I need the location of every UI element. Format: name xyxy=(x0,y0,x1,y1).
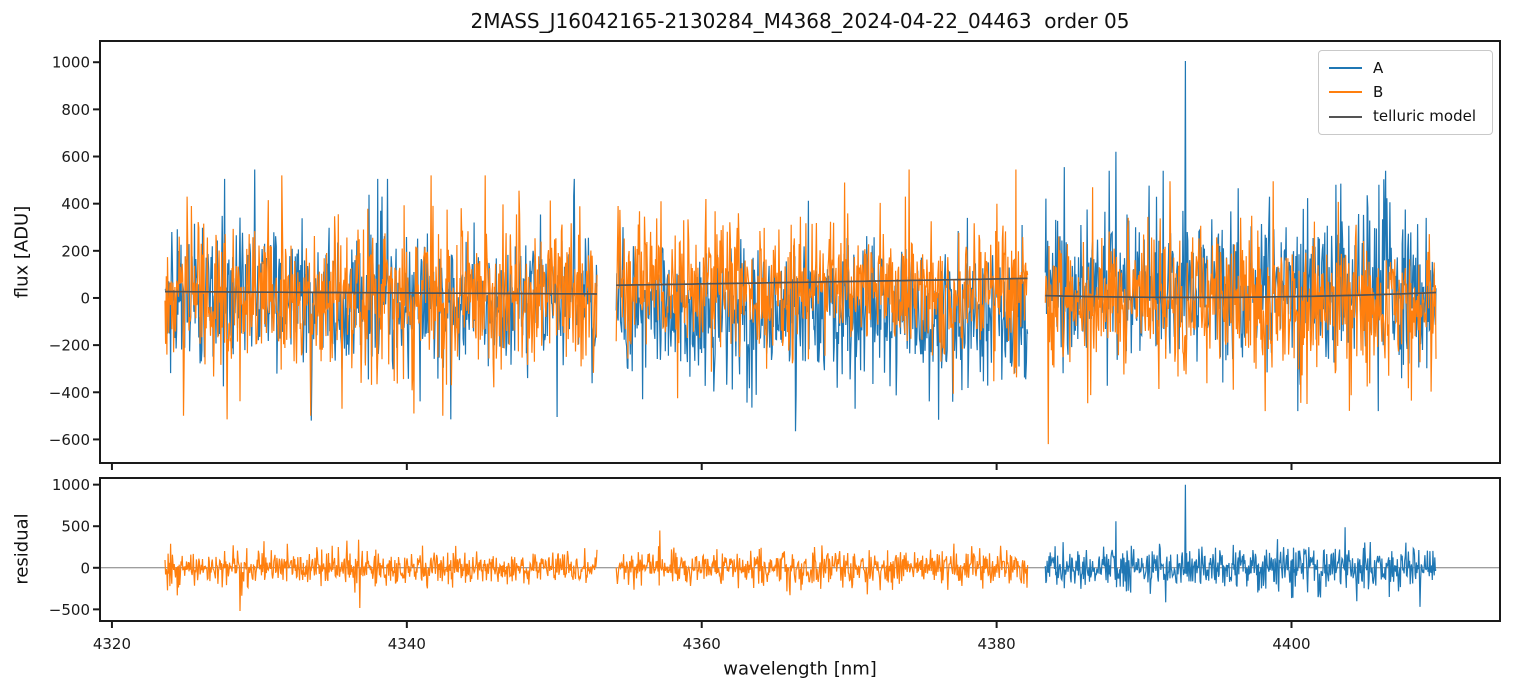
x-tick-label: 4320 xyxy=(93,635,131,653)
y-tick-label: 200 xyxy=(61,242,90,260)
x-axis-label: wavelength [nm] xyxy=(723,658,877,680)
x-tick-label: 4340 xyxy=(388,635,426,653)
legend-item-b: B xyxy=(1329,82,1482,101)
y-tick-label: 1000 xyxy=(52,54,90,72)
legend-line-telluric-icon xyxy=(1329,115,1362,118)
legend-line-a-icon xyxy=(1329,67,1362,70)
flux-panel-frame xyxy=(99,40,1501,464)
residual-panel-frame xyxy=(99,477,1501,622)
y-tick-label: −500 xyxy=(49,601,90,619)
x-tick-label: 4360 xyxy=(683,635,721,653)
legend-line-b-icon xyxy=(1329,91,1362,94)
residual-axis-label: residual xyxy=(11,513,33,585)
legend-box: A B telluric model xyxy=(1318,50,1493,135)
legend-item-telluric-model: telluric model xyxy=(1329,109,1482,124)
legend-label-b: B xyxy=(1373,82,1384,101)
y-tick-label: −200 xyxy=(49,337,90,355)
y-tick-label: 1000 xyxy=(52,476,90,494)
y-tick-label: 0 xyxy=(80,559,90,577)
legend-label-telluric: telluric model xyxy=(1373,107,1477,126)
telluric-model-path xyxy=(165,277,1437,299)
series-b-path xyxy=(164,169,1437,445)
x-tick-label: 4380 xyxy=(978,635,1016,653)
y-tick-label: 800 xyxy=(61,101,90,119)
y-tick-label: −600 xyxy=(49,431,90,449)
residual-path-segment-3 xyxy=(1044,484,1437,607)
legend-item-a: A xyxy=(1329,58,1482,77)
legend-label-a: A xyxy=(1373,58,1384,77)
y-tick-label: 600 xyxy=(61,148,90,166)
y-tick-label: 400 xyxy=(61,195,90,213)
y-tick-label: −400 xyxy=(49,384,90,402)
x-tick-label: 4400 xyxy=(1272,635,1310,653)
chart-title: 2MASS_J16042165-2130284_M4368_2024-04-22… xyxy=(470,9,1130,33)
flux-axis-label: flux [ADU] xyxy=(11,205,33,299)
residual-path-segment-1 xyxy=(164,539,598,612)
y-tick-label: 0 xyxy=(80,289,90,307)
y-tick-label: 500 xyxy=(61,518,90,536)
residual-path-segment-2 xyxy=(615,530,1029,596)
